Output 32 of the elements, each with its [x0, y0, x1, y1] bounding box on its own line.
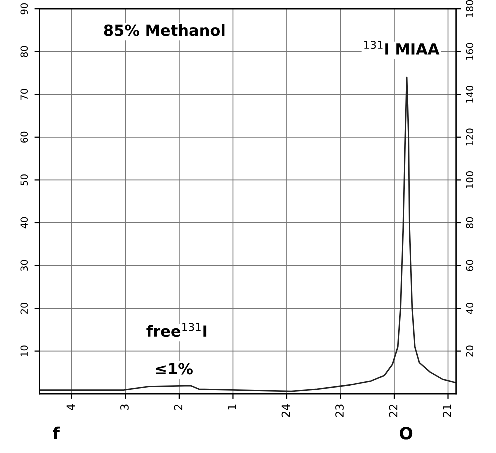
- annotation: free$^{131}$I: [146, 323, 207, 338]
- y2-tick-label: 120: [466, 128, 474, 146]
- y2-tick-label: 60: [466, 260, 474, 272]
- x-tick-label: 23: [336, 404, 344, 418]
- x-tick-label: 1: [228, 404, 236, 410]
- y2-tick-label: 80: [466, 217, 474, 229]
- y-tick-label: 90: [20, 4, 28, 15]
- y-tick-label: 70: [20, 89, 28, 100]
- y2-tick-label: 160: [466, 43, 474, 60]
- y2-tick-label: 40: [466, 303, 474, 314]
- y-tick-label: 20: [20, 303, 28, 314]
- x-tick-label: 21: [443, 404, 452, 418]
- x-tick-label: 22: [389, 404, 398, 418]
- y-tick-label: 80: [20, 46, 28, 58]
- y2-tick-label: 20: [466, 346, 474, 357]
- y-tick-label: 40: [20, 217, 28, 229]
- annotation: 85% Methanol: [104, 24, 225, 36]
- x-tick-label: 4: [66, 404, 75, 410]
- y-tick-label: 50: [20, 174, 28, 186]
- annotation: ≤1%: [156, 363, 193, 375]
- y-tick-label: 30: [20, 260, 28, 272]
- annotation: $^{131}$I MIAA: [364, 40, 440, 55]
- y-tick-label: 10: [20, 346, 28, 356]
- text: f: [53, 426, 60, 440]
- y2-tick-label: 100: [466, 172, 474, 188]
- x-tick-label: 3: [120, 404, 129, 410]
- y2-tick-label: 140: [466, 86, 474, 103]
- y2-tick-label: 180: [466, 0, 474, 18]
- x-tick-label: 2: [174, 404, 183, 410]
- text: O: [400, 427, 413, 440]
- x-tick-label: 24: [282, 404, 290, 418]
- y-tick-label: 60: [20, 132, 28, 143]
